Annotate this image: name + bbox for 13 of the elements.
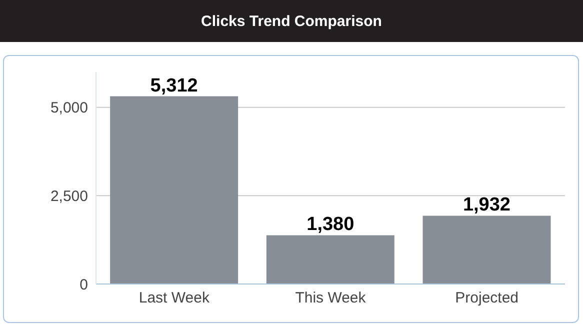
y-tick-label: 0 — [80, 276, 88, 294]
x-tick-label: Projected — [455, 290, 519, 307]
y-tick-label: 2,500 — [50, 188, 88, 205]
bar — [422, 216, 551, 284]
data-label: 1,380 — [306, 214, 354, 236]
bar — [110, 96, 238, 284]
data-label: 1,932 — [462, 194, 511, 216]
x-tick-label: This Week — [295, 290, 366, 307]
chart-title: Clicks Trend Comparison — [0, 0, 583, 42]
bar — [266, 235, 394, 284]
y-tick-label: 5,000 — [50, 100, 88, 117]
x-tick-label: Last Week — [138, 290, 210, 307]
data-label: 5,312 — [150, 75, 198, 96]
